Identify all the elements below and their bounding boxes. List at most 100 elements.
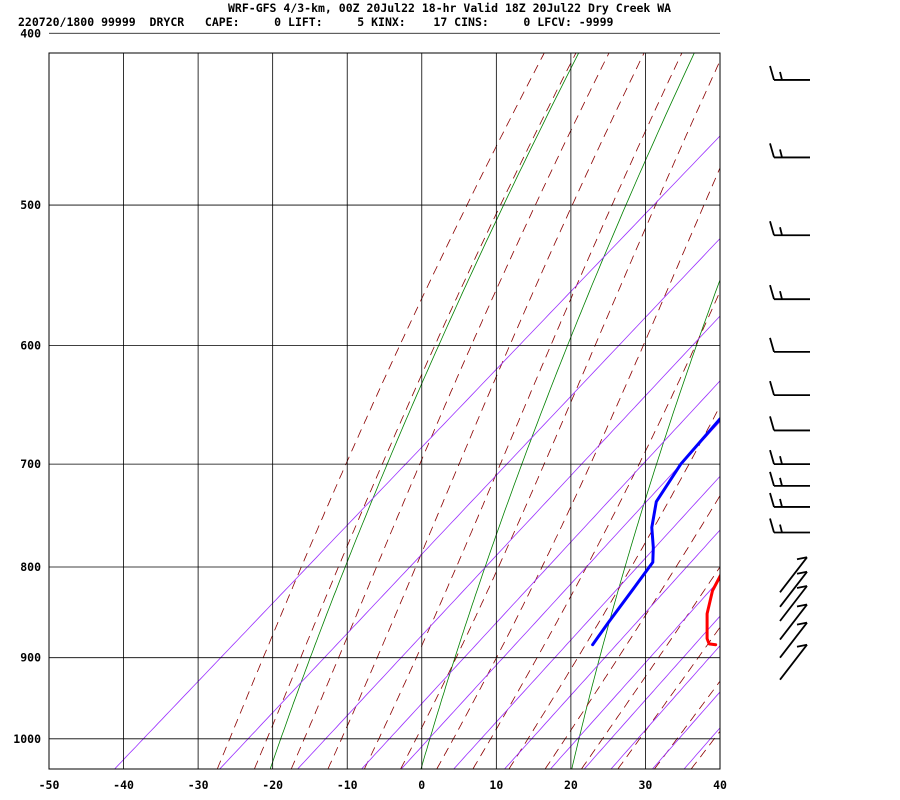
- mixing-ratio-line: [504, 529, 720, 769]
- dry-adiabat: [873, 24, 900, 769]
- y-tick-label: 800: [20, 560, 41, 574]
- y-tick-label: 500: [20, 198, 41, 212]
- barb-flag: [796, 603, 808, 608]
- sounding-series: [591, 416, 720, 647]
- mixing-ratio-line: [361, 380, 720, 769]
- barb-half: [779, 477, 783, 487]
- y-tick-label: 900: [20, 651, 41, 665]
- x-tick-label: 0: [418, 778, 425, 792]
- dewpoint-line: [591, 416, 720, 647]
- chart-title: WRF-GFS 4/3-km, 00Z 20Jul22 18-hr Valid …: [228, 1, 672, 15]
- barb-full: [769, 492, 775, 508]
- barb-half: [779, 71, 783, 81]
- barb-flag: [796, 556, 808, 561]
- moist-adiabat: [254, 53, 577, 769]
- wind-barb: [779, 603, 808, 641]
- wind-barb: [779, 585, 808, 622]
- moist-adiabat: [690, 730, 720, 769]
- barb-flag: [796, 621, 808, 626]
- barb-staff: [779, 622, 808, 659]
- moist-adiabat: [508, 405, 720, 769]
- y-tick-label: 400: [20, 26, 41, 40]
- wind-barb: [769, 518, 810, 534]
- header: WRF-GFS 4/3-km, 00Z 20Jul22 18-hr Valid …: [0, 0, 900, 30]
- sounding-stats: 220720/1800 99999 DRYCR CAPE: 0 LIFT: 5 …: [18, 15, 614, 29]
- barb-full: [769, 380, 775, 396]
- dry-adiabat: [420, 53, 695, 769]
- barb-full: [769, 284, 775, 300]
- tick-labels: -50 -40 -30 -20 -10 0 10 20 30 40 400 500 600 700 800 9…: [13, 26, 727, 792]
- barb-flag: [796, 643, 808, 648]
- mixing-ratio-line: [219, 237, 720, 769]
- wind-barb: [769, 492, 810, 508]
- wind-barb: [779, 570, 808, 608]
- dry-adiabat: [571, 278, 720, 769]
- x-tick-label: -50: [39, 778, 60, 792]
- mixing-ratio-line: [297, 315, 720, 769]
- x-tick-label: 40: [713, 778, 727, 792]
- moist-adiabat: [327, 53, 645, 769]
- y-tick-label: 1000: [13, 732, 41, 746]
- barb-staff: [779, 571, 808, 608]
- moist-adiabat: [364, 53, 683, 769]
- wind-barb: [779, 556, 808, 593]
- mixing-ratio-line: [683, 727, 720, 769]
- barb-full: [769, 143, 775, 158]
- x-tick-label: -20: [262, 778, 283, 792]
- barb-half: [779, 290, 783, 300]
- plot-frame: [48, 52, 721, 770]
- wind-barb: [769, 143, 810, 159]
- barb-flag: [796, 585, 808, 589]
- barb-full: [769, 471, 775, 487]
- y-tick-label: 600: [20, 338, 41, 352]
- wind-barb: [779, 643, 808, 681]
- wind-barb: [769, 221, 810, 237]
- barb-staff: [779, 644, 808, 681]
- x-tick-label: -30: [188, 778, 209, 792]
- wind-barb: [769, 416, 810, 432]
- dry-adiabat: [723, 24, 900, 769]
- background-lines: [114, 24, 900, 770]
- temperature-line: [705, 573, 720, 647]
- x-tick-label: 20: [564, 778, 578, 792]
- moist-adiabat: [216, 53, 545, 769]
- barb-half: [779, 524, 783, 533]
- wind-barb: [769, 65, 810, 81]
- barb-half: [779, 498, 783, 508]
- wind-barbs: [769, 65, 810, 681]
- wind-barb: [769, 380, 810, 397]
- barb-staff: [779, 556, 808, 593]
- moist-adiabat: [400, 59, 720, 769]
- wind-barb: [769, 449, 810, 466]
- moist-adiabat: [728, 26, 900, 770]
- moist-adiabat: [290, 53, 610, 769]
- moist-adiabat: [472, 290, 720, 769]
- barb-half: [779, 149, 783, 158]
- barb-full: [769, 221, 775, 236]
- mixing-ratio-line: [400, 421, 720, 769]
- barb-half: [779, 227, 783, 236]
- x-tick-label: -40: [113, 778, 134, 792]
- barb-flag: [796, 570, 808, 575]
- barb-staff: [779, 585, 808, 622]
- moist-adiabat: [436, 166, 720, 769]
- y-tick-label: 700: [20, 457, 41, 471]
- wind-barb: [779, 621, 808, 659]
- barb-full: [769, 337, 775, 353]
- barb-full: [769, 518, 775, 533]
- barb-full: [769, 449, 775, 465]
- barb-half: [779, 455, 783, 465]
- barb-full: [769, 65, 775, 81]
- barb-full: [769, 416, 775, 431]
- wind-barb: [769, 284, 810, 301]
- mixing-ratio-line: [652, 691, 720, 769]
- dry-adiabat: [269, 53, 580, 769]
- x-tick-label: 10: [489, 778, 503, 792]
- mixing-ratio-line: [114, 135, 720, 769]
- barb-staff: [779, 603, 808, 641]
- x-tick-label: -10: [337, 778, 358, 792]
- mixing-ratio-line: [453, 475, 720, 769]
- mixing-ratio-line: [610, 645, 720, 769]
- mixing-ratio-line: [583, 615, 720, 769]
